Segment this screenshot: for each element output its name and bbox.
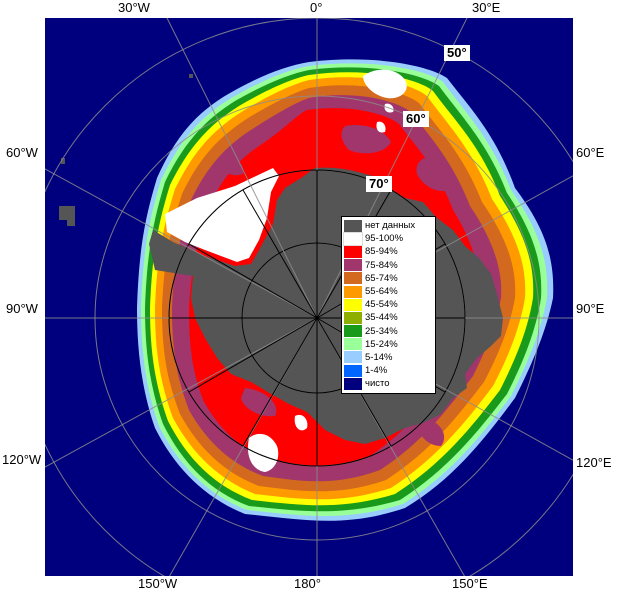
legend-swatch xyxy=(344,377,362,390)
lat-label-50: 50° xyxy=(444,45,470,61)
no-data-patch xyxy=(189,74,193,78)
lon-label-left-60w: 60°W xyxy=(6,145,38,160)
legend-label: 1-4% xyxy=(365,365,388,377)
legend-item: 95-100% xyxy=(343,231,432,246)
legend-label: 55-64% xyxy=(365,286,398,298)
legend-label: 75-84% xyxy=(365,259,398,271)
legend-item: 25-34% xyxy=(344,325,432,338)
legend-swatch xyxy=(343,231,363,246)
legend-swatch xyxy=(344,311,362,324)
lon-label-left-90w: 90°W xyxy=(6,301,38,316)
ice-patch-95-100 xyxy=(294,414,308,431)
legend-item: 5-14% xyxy=(344,351,432,364)
legend-swatch xyxy=(344,245,362,258)
lon-label-top-30e: 30°E xyxy=(472,0,501,15)
legend-item: 35-44% xyxy=(344,311,432,324)
legend-label: нет данных xyxy=(365,220,416,232)
legend-item: чисто xyxy=(344,377,432,390)
meridian-120w xyxy=(45,317,318,468)
legend-label: 25-34% xyxy=(365,325,398,337)
legend-label: 35-44% xyxy=(365,312,398,324)
lon-label-top-0: 0° xyxy=(310,0,323,15)
ice-patch-95-100 xyxy=(376,121,386,133)
lat-label-60: 60° xyxy=(403,111,429,127)
legend-swatch xyxy=(344,351,362,364)
lon-label-left-120w: 120°W xyxy=(2,452,42,467)
ice-patch-75-84 xyxy=(416,158,451,192)
legend-swatch xyxy=(344,272,362,285)
legend-label: 15-24% xyxy=(365,338,398,350)
lat-label-70: 70° xyxy=(366,176,392,192)
lon-label-right-120e: 120°E xyxy=(576,455,612,470)
ice-patch-75-84 xyxy=(241,388,277,417)
ice-patch-95-100 xyxy=(363,69,407,99)
lon-label-right-90e: 90°E xyxy=(576,301,605,316)
legend-item: 65-74% xyxy=(344,272,432,285)
legend-swatch xyxy=(344,364,362,377)
ice-patch-95-100 xyxy=(247,433,279,472)
ice-patch-75-84 xyxy=(418,418,445,446)
legend-item: 75-84% xyxy=(344,259,432,272)
legend-item: 85-94% xyxy=(344,245,432,258)
ice-patch-75-84 xyxy=(220,156,244,176)
legend-label: 85-94% xyxy=(365,246,398,258)
ice-patch-95-100 xyxy=(165,168,279,262)
lon-label-bottom-150w: 150°W xyxy=(138,576,178,591)
legend-item: 55-64% xyxy=(344,285,432,298)
legend-label: чисто xyxy=(365,378,390,390)
sea-ice-map xyxy=(45,18,573,576)
meridian-30w xyxy=(166,18,318,319)
no-data-patch xyxy=(67,218,75,226)
legend-item: нет данных xyxy=(344,219,432,232)
lon-label-bottom-150e: 150°E xyxy=(452,576,488,591)
no-data-patch xyxy=(61,158,65,164)
legend-swatch xyxy=(344,298,362,311)
legend-label: 5-14% xyxy=(365,351,393,363)
no-data-patch xyxy=(59,206,75,220)
legend-label: 65-74% xyxy=(365,272,398,284)
lon-label-right-60e: 60°E xyxy=(576,145,605,160)
legend-swatch xyxy=(344,259,362,272)
lon-label-bottom-180: 180° xyxy=(294,576,321,591)
legend-label: 45-54% xyxy=(365,299,398,311)
legend-item: 45-54% xyxy=(344,298,432,311)
meridian-60w xyxy=(45,168,318,319)
legend-item: 1-4% xyxy=(344,364,432,377)
legend-swatch xyxy=(344,338,362,351)
legend-swatch xyxy=(344,285,362,298)
legend-swatch xyxy=(344,325,362,338)
ice-patch-75-84 xyxy=(341,124,391,154)
lon-label-top-30w: 30°W xyxy=(118,0,150,15)
legend-item: 15-24% xyxy=(344,338,432,351)
legend: нет данных 95-100% 85-94% 75-84% 65-74% 55-64… xyxy=(341,216,436,395)
legend-swatch xyxy=(344,219,362,232)
legend-label: 95-100% xyxy=(365,233,404,245)
